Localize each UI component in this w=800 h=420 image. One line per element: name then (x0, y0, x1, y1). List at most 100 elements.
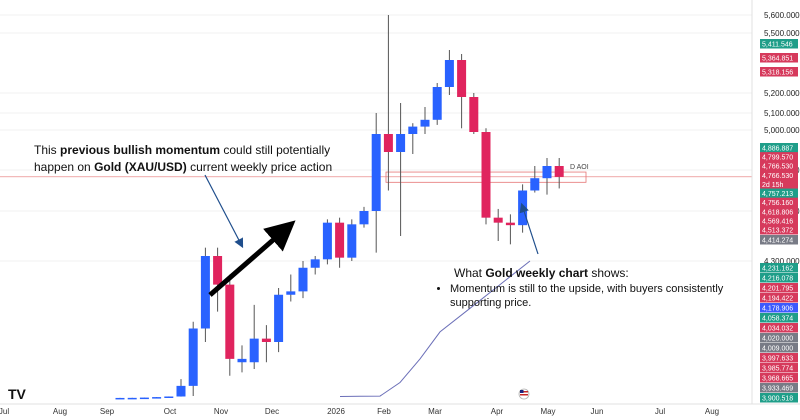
candle-body (176, 385, 186, 397)
candle-16 (310, 256, 320, 275)
price-badge-label: 2d 15h (762, 182, 784, 189)
right-pointer-arrow (519, 202, 539, 255)
x-tick-label-5: Dec (265, 407, 279, 416)
price-badge-label: 4,178.906 (762, 306, 793, 313)
price-badge-4: 4,799.570 (760, 152, 798, 162)
price-badge-13: 4,414.274 (760, 235, 798, 245)
candle-22 (383, 15, 393, 191)
x-tick-label-3: Oct (164, 407, 177, 416)
price-badge-bg (760, 188, 798, 199)
price-badge-label: 4,618.806 (762, 209, 793, 216)
candle-body (261, 338, 271, 342)
price-badge-label: 4,757.213 (762, 191, 793, 198)
price-badge-label: 4,034.032 (762, 326, 793, 333)
x-tick-label-12: Jul (655, 407, 665, 416)
price-badge-bg (760, 143, 798, 153)
candle-body (115, 397, 125, 400)
right-title-post: shows: (588, 266, 629, 280)
price-badge-6: 4,766.530 (760, 170, 798, 180)
x-tick-label-13: Aug (705, 407, 719, 416)
right-annotation-title: What Gold weekly chart shows: (454, 266, 629, 280)
price-badge-bg (760, 152, 798, 162)
price-badge-bg (760, 343, 798, 353)
candle-32 (505, 214, 515, 245)
right-title-pre: What (454, 266, 486, 280)
candle-body (152, 397, 162, 399)
candle-6 (188, 321, 198, 396)
candle-1 (127, 397, 137, 400)
price-badge-bg (760, 333, 798, 343)
candle-18 (335, 217, 345, 268)
candle-body (139, 397, 149, 400)
flag-stripe (520, 394, 528, 396)
x-tick-label-9: Apr (491, 407, 504, 416)
price-badge-16: 4,201.795 (760, 283, 798, 293)
candle-body (420, 119, 430, 127)
price-badge-label: 4,886.887 (762, 146, 793, 153)
price-badge-bg (760, 39, 798, 49)
price-badge-label: 4,799.570 (762, 155, 793, 162)
candle-2 (139, 397, 149, 400)
candle-body (530, 178, 540, 191)
candle-7 (200, 247, 210, 342)
candle-10 (237, 345, 247, 373)
price-badge-label: 4,009.000 (762, 346, 793, 353)
price-badge-bg (760, 235, 798, 245)
candle-4 (164, 396, 174, 398)
y-tick-label-6: 5,500.000 (764, 29, 800, 38)
price-badge-bg (760, 53, 798, 63)
price-badge-7: 2d 15h (760, 179, 798, 189)
price-badge-bg (760, 393, 798, 403)
candle-body (200, 256, 210, 329)
candle-36 (554, 158, 564, 189)
candle-body (359, 211, 369, 225)
candle-body (298, 267, 308, 292)
candle-23 (396, 103, 406, 236)
candle-body (444, 60, 454, 87)
price-badge-bg (760, 206, 798, 217)
price-badge-label: 4,216.078 (762, 276, 793, 283)
price-badge-label: 3,985.774 (762, 366, 793, 373)
candle-5 (176, 379, 186, 397)
left-annotation-post: current weekly price action (186, 160, 333, 174)
price-badge-bg (760, 197, 798, 208)
left-annotation-mid: could still potentially happen on (34, 143, 331, 174)
price-badge-10: 4,618.806 (760, 206, 798, 217)
price-badge-23: 3,997.633 (760, 353, 798, 363)
price-badge-label: 5,364.851 (762, 56, 793, 63)
candle-body (505, 222, 515, 226)
right-annotation-bullet: Momentum is still to the upside, with bu… (450, 282, 750, 310)
candle-body (347, 224, 357, 258)
price-badge-3: 4,886.887 (760, 143, 798, 153)
candle-body (481, 132, 491, 218)
candle-31 (493, 208, 503, 241)
price-badge-label: 4,194.422 (762, 296, 793, 303)
candle-3 (152, 397, 162, 399)
price-badge-bg (760, 67, 798, 77)
left-annotation: This previous bullish momentum could sti… (34, 142, 334, 176)
price-badge-bg (760, 179, 798, 189)
price-badge-1: 5,364.851 (760, 53, 798, 63)
price-badge-17: 4,194.422 (760, 293, 798, 303)
price-badge-label: 5,411.546 (762, 42, 793, 49)
price-badge-bg (760, 363, 798, 373)
right-annotation-list: Momentum is still to the upside, with bu… (436, 282, 750, 310)
price-badge-12: 4,513.372 (760, 225, 798, 235)
price-badge-bg (760, 293, 798, 303)
y-tick-label-3: 5,000.000 (764, 126, 800, 135)
price-badge-label: 4,766.530 (762, 173, 793, 180)
price-badge-bg (760, 373, 798, 383)
price-badge-18: 4,178.906 (760, 303, 798, 313)
x-tick-label-7: Feb (377, 407, 391, 416)
candle-13 (274, 288, 284, 353)
price-badge-bg (760, 161, 798, 171)
price-badge-bg (760, 170, 798, 180)
candle-21 (371, 113, 381, 253)
candles (115, 15, 564, 400)
candle-body (469, 97, 479, 132)
x-tick-label-4: Nov (214, 407, 228, 416)
price-badge-bg (760, 263, 798, 273)
price-badge-bg (760, 353, 798, 363)
price-badge-2: 5,318.156 (760, 67, 798, 77)
candle-30 (481, 128, 491, 225)
